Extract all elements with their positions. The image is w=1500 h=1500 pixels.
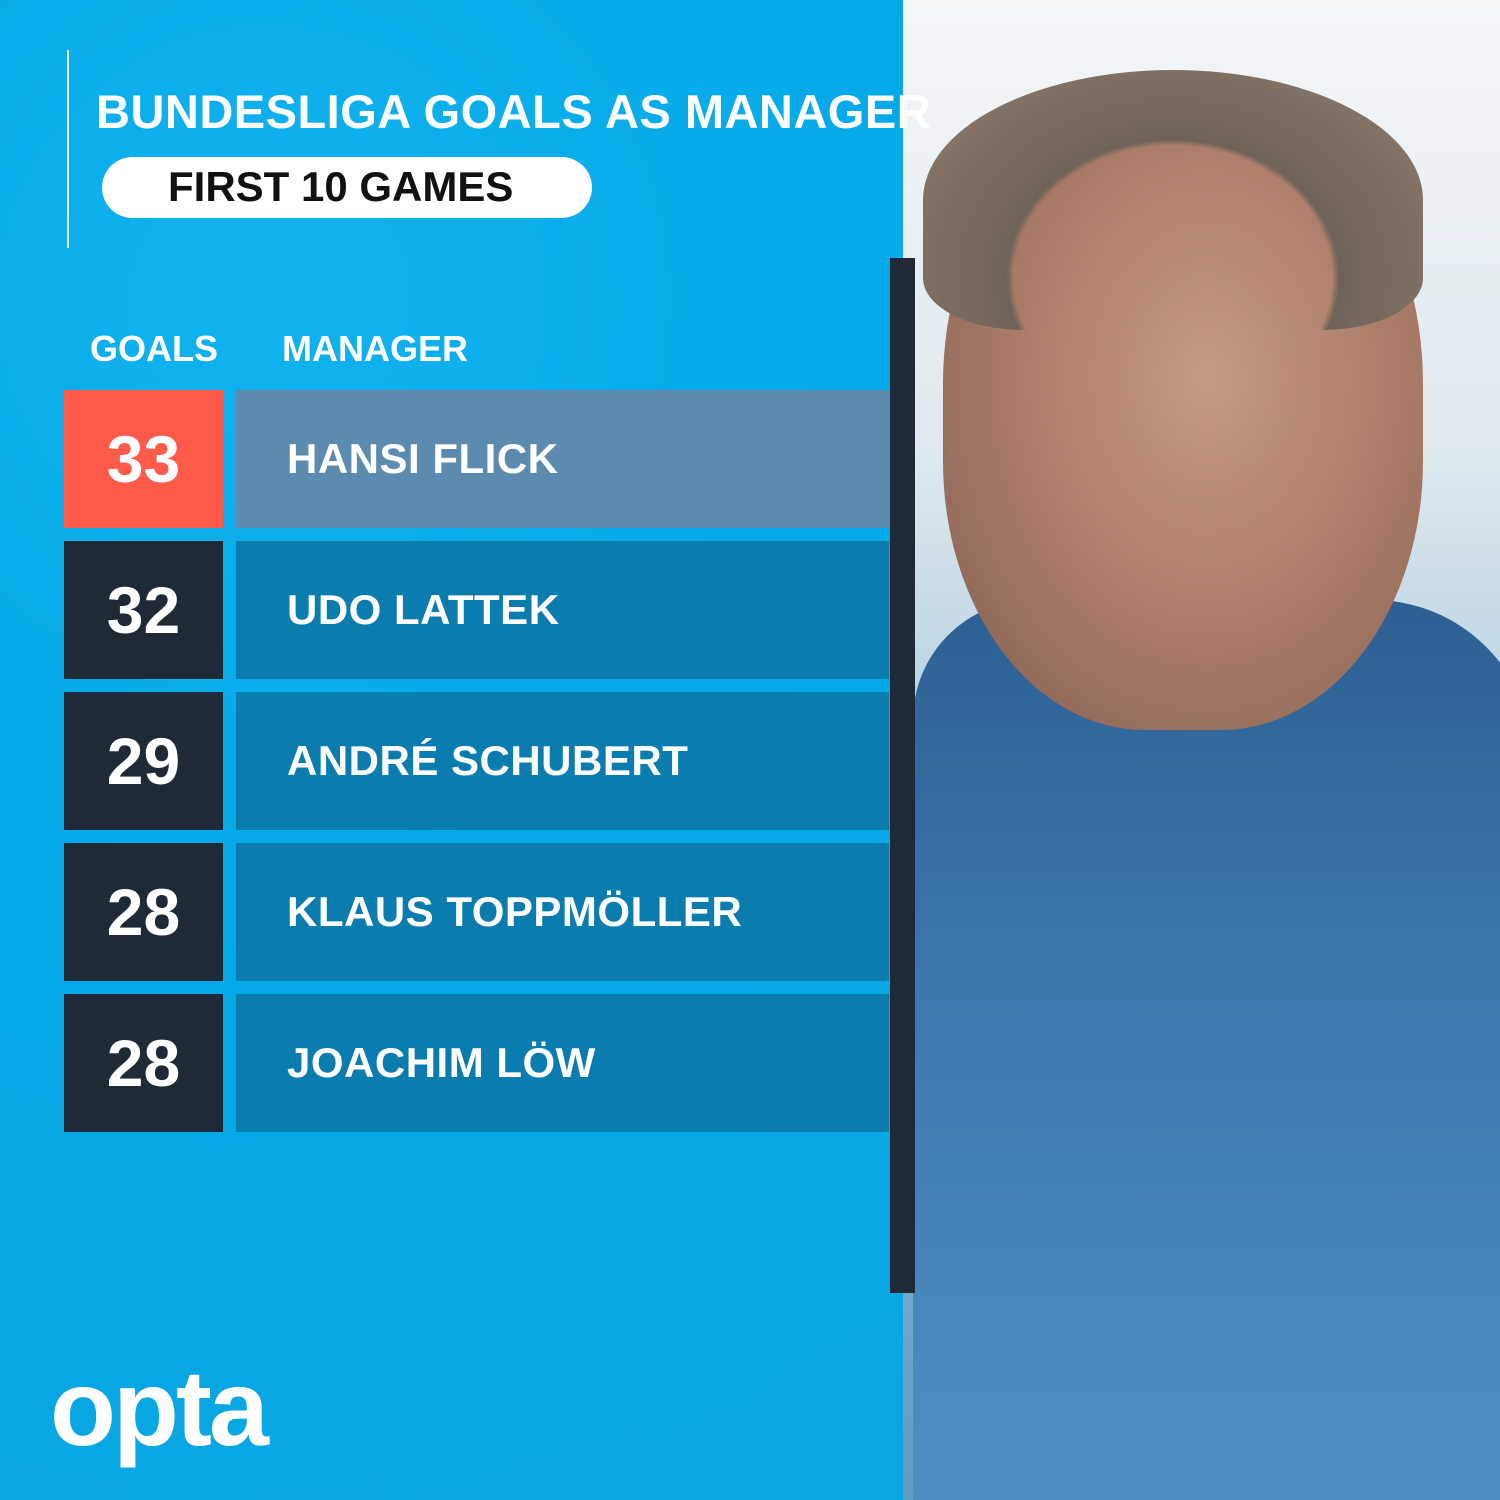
subtitle-badge: FIRST 10 GAMES — [102, 157, 592, 218]
goals-value: 32 — [64, 541, 223, 679]
table-row: 28 JOACHIM LÖW — [64, 994, 889, 1132]
goals-value: 28 — [64, 994, 223, 1132]
manager-name: KLAUS TOPPMÖLLER — [236, 843, 889, 981]
hair — [923, 70, 1423, 330]
goals-value: 33 — [64, 390, 223, 528]
goals-value: 28 — [64, 843, 223, 981]
subtitle: FIRST 10 GAMES — [168, 163, 514, 210]
accent-bar — [890, 258, 915, 1293]
table-row: 32 UDO LATTEK — [64, 541, 889, 679]
manager-photo — [903, 0, 1500, 1500]
goals-value: 29 — [64, 692, 223, 830]
column-header-goals: GOALS — [90, 328, 219, 369]
manager-name: ANDRÉ SCHUBERT — [236, 692, 889, 830]
page-title: BUNDESLIGA GOALS AS MANAGER — [96, 85, 932, 138]
manager-name: JOACHIM LÖW — [236, 994, 889, 1132]
manager-name: HANSI FLICK — [236, 390, 889, 528]
table-row: 33 HANSI FLICK — [64, 390, 889, 528]
table-row: 29 ANDRÉ SCHUBERT — [64, 692, 889, 830]
manager-name: UDO LATTEK — [236, 541, 889, 679]
column-header-manager: MANAGER — [282, 328, 468, 369]
table-row: 28 KLAUS TOPPMÖLLER — [64, 843, 889, 981]
divider — [67, 50, 69, 248]
opta-logo: opta — [50, 1347, 269, 1468]
jacket — [913, 600, 1500, 1500]
